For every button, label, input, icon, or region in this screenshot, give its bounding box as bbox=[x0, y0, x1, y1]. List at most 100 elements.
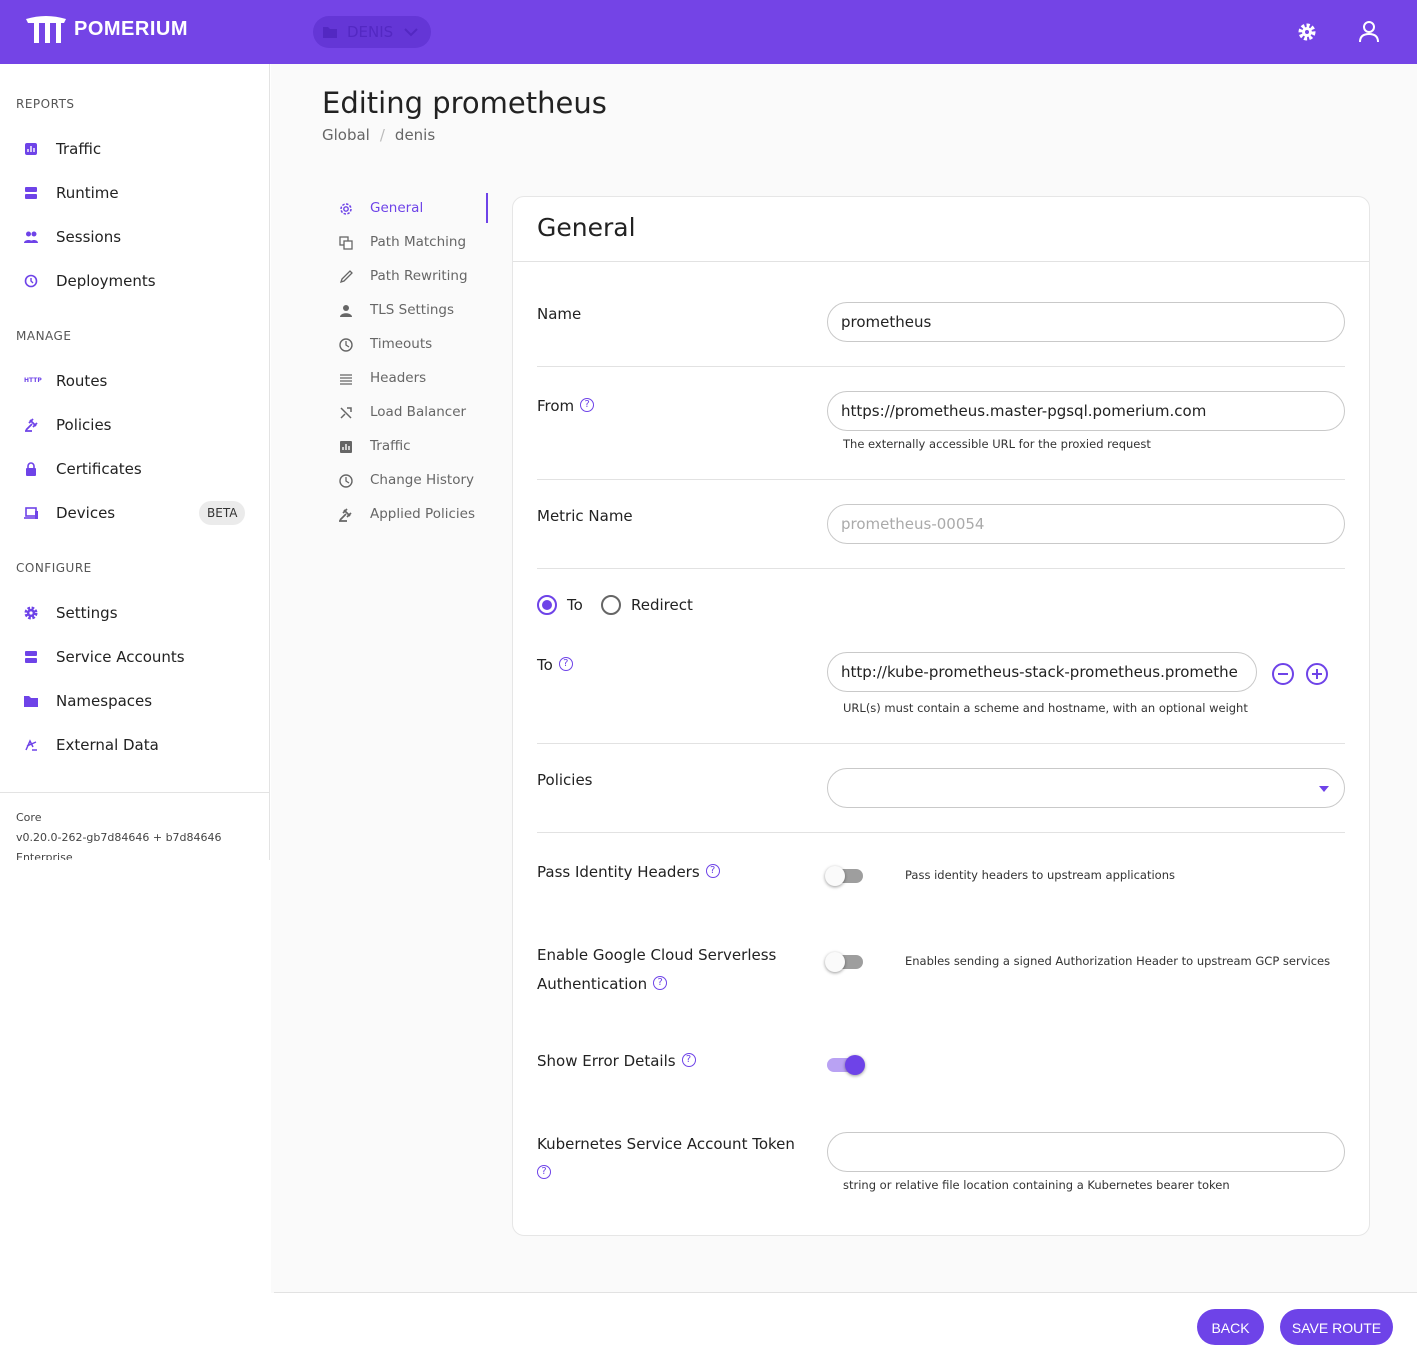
nav-item[interactable]: Certificates bbox=[0, 449, 268, 489]
namespace-selector[interactable]: DENIS bbox=[313, 16, 431, 48]
tab-label: Applied Policies bbox=[370, 506, 475, 522]
radio-label: Redirect bbox=[631, 596, 693, 614]
nav-item[interactable]: Runtime bbox=[0, 173, 268, 213]
top-bar: POMERIUM DENIS bbox=[0, 0, 1417, 64]
toggle[interactable] bbox=[825, 952, 863, 972]
helper-text: Enables sending a signed Authorization H… bbox=[905, 954, 1331, 968]
tab[interactable]: Applied Policies bbox=[330, 499, 488, 529]
nav-item[interactable]: HTTP Routes bbox=[0, 361, 268, 401]
nav-item[interactable]: Settings bbox=[0, 593, 268, 633]
tab[interactable]: TLS Settings bbox=[330, 295, 488, 325]
tab[interactable]: Change History bbox=[330, 465, 488, 495]
tab-icon bbox=[339, 508, 352, 522]
back-button[interactable]: BACK bbox=[1197, 1309, 1264, 1345]
add-button[interactable] bbox=[1305, 662, 1329, 686]
logo bbox=[26, 16, 66, 43]
policies-select[interactable] bbox=[827, 768, 1345, 808]
nav-item[interactable]: Policies bbox=[0, 405, 268, 445]
badge: BETA bbox=[199, 501, 246, 525]
nav-item[interactable]: Traffic bbox=[0, 129, 268, 169]
tab-icon bbox=[339, 236, 353, 250]
nav-icon bbox=[26, 462, 36, 476]
helper-text: string or relative file location contain… bbox=[843, 1178, 1230, 1192]
remove-button[interactable] bbox=[1271, 662, 1295, 686]
tab-icon bbox=[340, 305, 352, 317]
tab-icon bbox=[340, 407, 352, 419]
nav-label: Certificates bbox=[56, 460, 142, 478]
radio-to[interactable]: To bbox=[537, 594, 583, 616]
nav-label: Traffic bbox=[56, 140, 102, 158]
tab-label: Path Matching bbox=[370, 234, 467, 250]
metric-name-input[interactable]: prometheus-00054 bbox=[827, 504, 1345, 544]
to-input[interactable]: http://kube-prometheus-stack-prometheus.… bbox=[827, 652, 1257, 692]
nav-item[interactable]: Devices BETA bbox=[0, 493, 268, 533]
nav-label: Policies bbox=[56, 416, 112, 434]
label-text: From bbox=[537, 397, 575, 415]
nav-label: Service Accounts bbox=[56, 648, 185, 666]
nav-item[interactable]: Deployments bbox=[0, 261, 268, 301]
label-text: Kubernetes Service Account Token bbox=[537, 1135, 795, 1153]
version-line: v0.20.0-262-gb7d84646 + b7d84646 bbox=[16, 831, 222, 844]
nav-icon bbox=[25, 418, 38, 432]
tab-label: Change History bbox=[370, 472, 475, 488]
field-label: Policies bbox=[537, 771, 593, 789]
tab-icon bbox=[340, 203, 352, 215]
label-text: Pass Identity Headers bbox=[537, 863, 700, 881]
toggle[interactable] bbox=[827, 1055, 865, 1075]
field-label: Pass Identity Headers? bbox=[537, 858, 807, 887]
nav-label: Settings bbox=[56, 604, 118, 622]
version-line: Core bbox=[16, 811, 42, 824]
tab-icon bbox=[339, 338, 353, 352]
nav-label: Runtime bbox=[56, 184, 119, 202]
user-button[interactable] bbox=[1358, 20, 1380, 44]
nav-label: Deployments bbox=[56, 272, 156, 290]
nav-item[interactable]: Service Accounts bbox=[0, 637, 268, 677]
divider bbox=[513, 261, 1369, 262]
brand: POMERIUM bbox=[74, 18, 188, 40]
tab[interactable]: Load Balancer bbox=[330, 397, 488, 427]
nav-item[interactable]: Namespaces bbox=[0, 681, 268, 721]
tab[interactable]: Traffic bbox=[330, 431, 488, 461]
token-input[interactable] bbox=[827, 1132, 1345, 1172]
tab[interactable]: Path Matching bbox=[330, 227, 488, 257]
divider bbox=[537, 743, 1345, 744]
tab-icon bbox=[339, 270, 353, 284]
nav-icon bbox=[25, 739, 37, 751]
nav-item[interactable]: External Data bbox=[0, 725, 268, 765]
toggle[interactable] bbox=[825, 866, 863, 886]
field-label: Name bbox=[537, 305, 582, 323]
nav-icon-text: HTTP bbox=[24, 377, 42, 384]
label-text: Show Error Details bbox=[537, 1052, 676, 1070]
tab[interactable]: Path Rewriting bbox=[330, 261, 488, 291]
field-label: To? bbox=[537, 651, 807, 680]
nav-label: Namespaces bbox=[56, 692, 153, 710]
crumb[interactable]: denis bbox=[394, 126, 436, 144]
name-input[interactable]: prometheus bbox=[827, 302, 1345, 342]
radio-redirect[interactable]: Redirect bbox=[601, 594, 693, 616]
settings-button[interactable] bbox=[1297, 22, 1317, 42]
version-info: Core v0.20.0-262-gb7d84646 + b7d84646 En… bbox=[0, 792, 270, 860]
nav-icon bbox=[24, 274, 38, 288]
nav-item[interactable]: Sessions bbox=[0, 217, 268, 257]
tab[interactable]: Timeouts bbox=[330, 329, 488, 359]
nav-icon bbox=[24, 696, 38, 707]
nav-icon bbox=[24, 606, 38, 620]
nav-label: Routes bbox=[56, 372, 108, 390]
label-text: Enable Google Cloud Serverless Authentic… bbox=[537, 946, 777, 993]
tab-icon bbox=[340, 374, 352, 385]
footer-divider bbox=[274, 1292, 1417, 1293]
field-label: From? bbox=[537, 392, 807, 421]
crumb[interactable]: Global bbox=[322, 126, 370, 144]
breadcrumb: Global / denis bbox=[322, 126, 436, 144]
field-label: Show Error Details? bbox=[537, 1047, 807, 1076]
field-label: Enable Google Cloud Serverless Authentic… bbox=[537, 946, 777, 993]
save-button[interactable]: SAVE ROUTE bbox=[1280, 1309, 1393, 1345]
tab[interactable]: General bbox=[330, 193, 488, 223]
divider bbox=[537, 366, 1345, 367]
from-input[interactable]: https://prometheus.master-pgsql.pomerium… bbox=[827, 391, 1345, 431]
tab[interactable]: Headers bbox=[330, 363, 488, 393]
tab-label: TLS Settings bbox=[370, 302, 454, 318]
nav-icon bbox=[25, 187, 37, 199]
label-text: To bbox=[537, 656, 553, 674]
nav-icon bbox=[24, 507, 38, 519]
